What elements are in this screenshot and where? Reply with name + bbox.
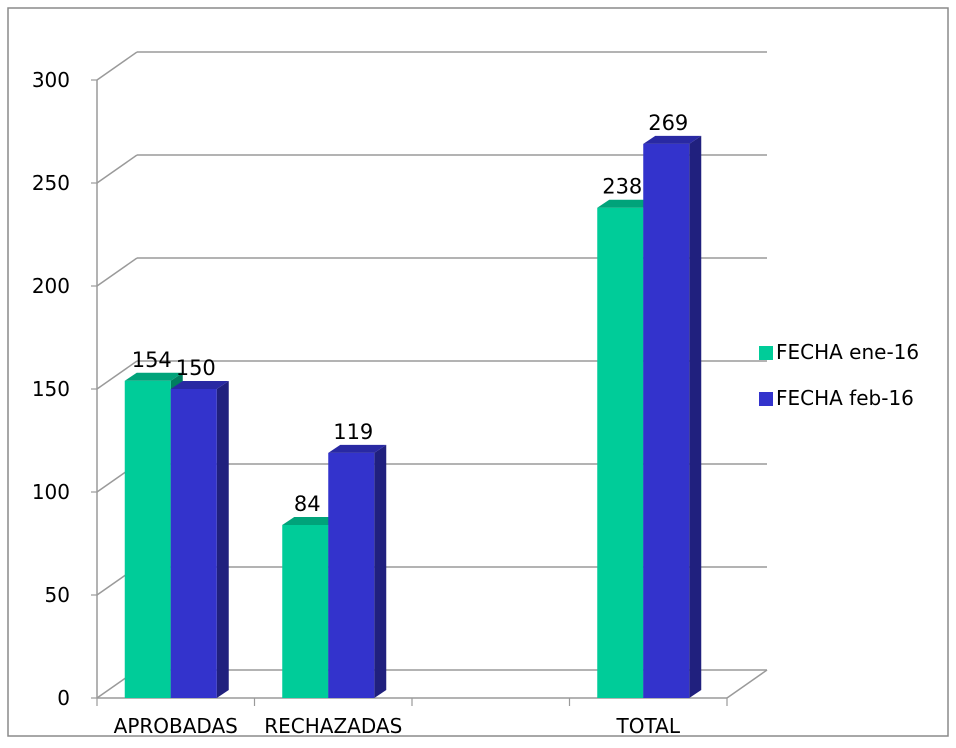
- bar-side: [216, 381, 229, 698]
- legend-swatch: [759, 392, 773, 406]
- y-tick-label: 100: [32, 480, 70, 504]
- bar-side: [689, 135, 702, 699]
- legend-swatch: [759, 346, 773, 360]
- bar-front: [282, 524, 329, 698]
- bar-front: [643, 143, 690, 699]
- bar-top: [643, 135, 702, 144]
- bar: [170, 381, 229, 698]
- data-label: 84: [294, 492, 321, 516]
- bar: [643, 135, 702, 699]
- bar: [328, 444, 387, 698]
- data-label: 154: [132, 348, 172, 372]
- x-tick-label: TOTAL: [616, 714, 681, 738]
- gridline-diagonal: [96, 360, 138, 390]
- bar-top: [328, 444, 387, 453]
- bar-top: [597, 199, 656, 208]
- legend: FECHA ene-16 FECHA feb-16: [759, 340, 919, 410]
- data-label: 150: [176, 356, 216, 380]
- gridline-diagonal: [96, 51, 138, 81]
- bar-front: [124, 380, 171, 698]
- y-tick-label: 0: [57, 686, 70, 710]
- bar-front: [328, 452, 375, 698]
- y-tick-label: 300: [32, 68, 70, 92]
- bar-top: [170, 381, 229, 389]
- bar-side: [374, 444, 387, 698]
- bar-front: [170, 389, 217, 698]
- y-tick-label: 150: [32, 377, 70, 401]
- bar-front: [597, 207, 644, 698]
- x-tick-label: RECHAZADAS: [264, 714, 402, 738]
- floor-edge: [726, 669, 768, 699]
- bars: [124, 135, 702, 699]
- x-tick-label: APROBADAS: [114, 714, 238, 738]
- legend-label: FECHA feb-16: [776, 386, 914, 410]
- bar-top: [124, 372, 183, 381]
- y-tick-label: 250: [32, 171, 70, 195]
- legend-label: FECHA ene-16: [776, 340, 919, 364]
- gridline-diagonal: [96, 257, 138, 287]
- data-label: 269: [648, 111, 688, 135]
- y-tick-label: 200: [32, 274, 70, 298]
- gridline-diagonal: [96, 154, 138, 184]
- data-label: 238: [602, 175, 642, 199]
- y-tick-label: 50: [45, 583, 70, 607]
- bar-top: [282, 516, 341, 525]
- data-label: 119: [333, 420, 373, 444]
